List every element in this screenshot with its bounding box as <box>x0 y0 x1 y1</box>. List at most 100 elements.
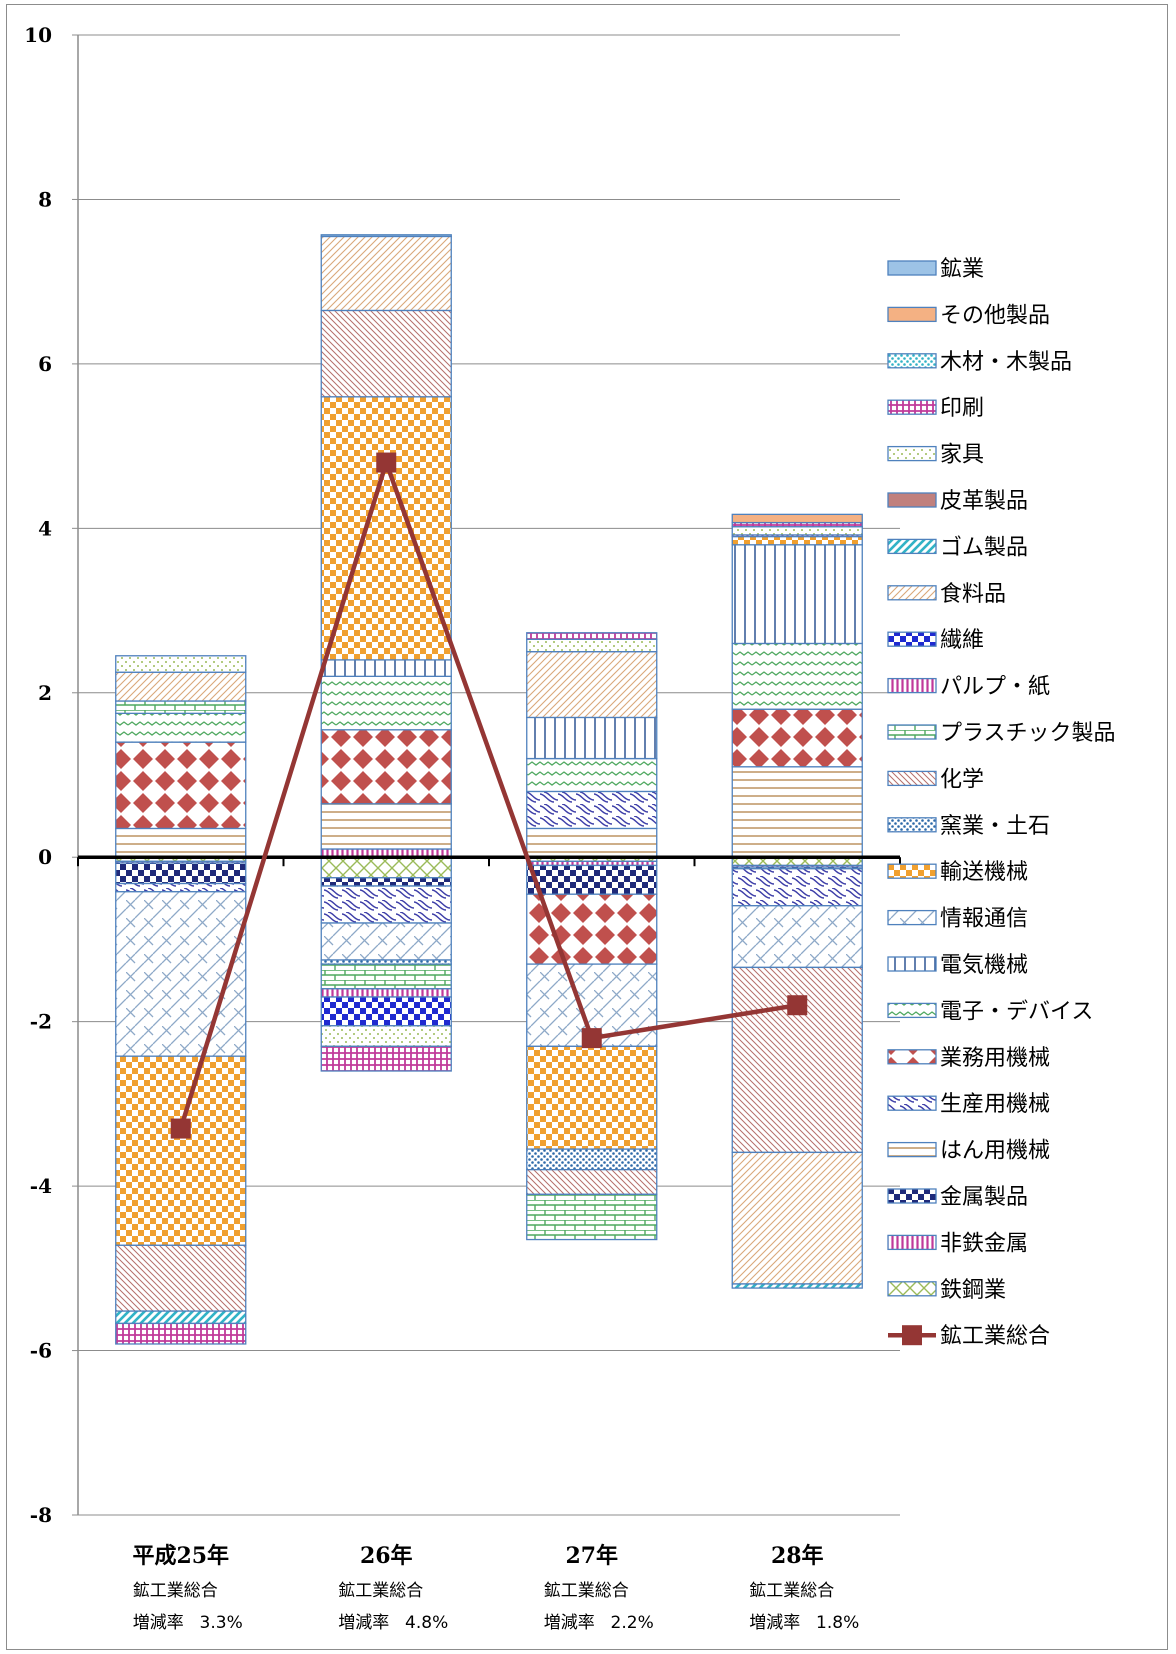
bar-segment <box>731 1283 863 1289</box>
bar-segment <box>526 1193 658 1241</box>
legend-label: 食料品 <box>940 582 1006 607</box>
y-tick-label: -8 <box>30 1503 52 1527</box>
y-tick-label: -4 <box>30 1174 52 1198</box>
bar-segment <box>731 766 863 858</box>
legend-label: 皮革製品 <box>940 489 1028 514</box>
bar-segment <box>320 1025 452 1047</box>
legend-swatch <box>887 770 937 787</box>
legend-swatch <box>887 677 937 694</box>
x-category-label: 27年 <box>565 1543 618 1569</box>
bar-segment <box>320 856 452 879</box>
bar-segment <box>526 716 658 760</box>
bar-segment <box>320 234 452 238</box>
y-tick-label: 10 <box>24 23 52 47</box>
legend-label: 金属製品 <box>940 1185 1028 1210</box>
bar-segment <box>115 882 247 893</box>
bar-segment <box>115 655 247 673</box>
legend-label: 電子・デバイス <box>940 999 1093 1024</box>
legend-swatch <box>887 1141 937 1158</box>
legend-label: 輸送機械 <box>940 860 1028 885</box>
bar-segment <box>320 963 452 990</box>
bar-segment <box>115 1322 247 1345</box>
annotation-rate-label: 増減率 <box>544 1613 595 1633</box>
bar-segment <box>320 729 452 805</box>
legend-swatch <box>887 399 937 415</box>
bar-segment <box>731 513 863 524</box>
legend-label: パルプ・紙 <box>940 675 1050 700</box>
legend-swatch <box>887 1188 937 1204</box>
legend-label: 業務用機械 <box>940 1046 1050 1071</box>
bar-segment <box>526 638 658 653</box>
legend-label: 繊維 <box>940 628 984 653</box>
bar-segment <box>526 757 658 793</box>
bar-segment <box>320 675 452 731</box>
x-category-label: 26年 <box>360 1543 413 1569</box>
legend-swatch <box>887 1049 937 1065</box>
bar-segment <box>115 741 247 830</box>
bar-segment <box>731 544 863 645</box>
bar-segment <box>320 922 452 961</box>
legend-label: その他製品 <box>940 303 1050 328</box>
legend-swatch <box>887 1095 937 1111</box>
axes <box>77 35 901 1516</box>
total-line-marker <box>170 1118 191 1139</box>
bar-segment <box>731 526 863 536</box>
annotation-rate-value: 1.8% <box>816 1613 859 1633</box>
bar-segment <box>731 535 863 546</box>
annotation-rate-value: 2.2% <box>611 1613 654 1633</box>
bar-segment <box>320 885 452 924</box>
bar-segment <box>115 862 247 885</box>
bar-segment <box>731 868 863 907</box>
y-tick-label: 6 <box>38 352 52 376</box>
total-line-path <box>178 455 798 1130</box>
annotation-rate-label: 増減率 <box>338 1613 389 1633</box>
bar-segment <box>731 905 863 969</box>
legend-swatch <box>887 863 937 879</box>
legend-swatch <box>887 631 937 647</box>
total-line-marker <box>787 995 808 1016</box>
annotation-rate-value: 4.8% <box>405 1613 448 1633</box>
x-category-label: 28年 <box>771 1543 824 1569</box>
x-category-label: 平成25年 <box>132 1543 229 1569</box>
legend-label: 印刷 <box>940 396 984 421</box>
bar-segment <box>115 827 247 858</box>
legend-swatch <box>887 909 937 926</box>
annotation-rate-value: 3.3% <box>200 1613 243 1633</box>
bar-segment <box>115 1310 247 1325</box>
bar-segment <box>115 1055 247 1246</box>
bar-segment <box>526 632 658 640</box>
legend-label: 家具 <box>940 443 984 468</box>
legend-swatch <box>887 492 937 508</box>
bar-segment <box>526 893 658 965</box>
stacked-bars <box>115 234 863 1345</box>
annotation-rate-label: 増減率 <box>133 1613 184 1633</box>
bar-segment <box>320 235 452 312</box>
legend-label: 生産用機械 <box>940 1092 1050 1117</box>
annotation-total-label: 鉱工業総合 <box>544 1581 629 1601</box>
bar-segment <box>526 790 658 830</box>
y-tick-label: 0 <box>38 845 52 869</box>
legend-label: 鉱業 <box>940 257 984 282</box>
legend-label: 鉱工業総合 <box>940 1324 1050 1349</box>
y-tick-label: 4 <box>38 516 52 540</box>
annotation-total-label: 鉱工業総合 <box>749 1581 834 1601</box>
legend: 鉱業その他製品木材・木製品印刷家具皮革製品ゴム製品食料品繊維パルプ・紙プラスチッ… <box>887 257 1116 1349</box>
legend-label: 鉄鋼業 <box>940 1278 1006 1303</box>
annotation-rate-label: 増減率 <box>749 1613 800 1633</box>
legend-label: 非鉄金属 <box>940 1231 1028 1256</box>
y-tick-label: 2 <box>38 681 52 705</box>
bar-segment <box>731 642 863 710</box>
bar-segment <box>320 877 452 887</box>
bar-segment <box>320 659 452 677</box>
bar-segment <box>731 708 863 768</box>
y-tick-label: -2 <box>30 1010 52 1034</box>
bar-segment <box>526 1045 658 1150</box>
bar-segment <box>320 396 452 661</box>
legend-swatch <box>887 1281 937 1297</box>
bar-segment <box>320 1045 452 1072</box>
legend-label: プラスチック製品 <box>940 721 1116 746</box>
bar-segment <box>115 712 247 743</box>
legend-swatch <box>887 538 937 555</box>
